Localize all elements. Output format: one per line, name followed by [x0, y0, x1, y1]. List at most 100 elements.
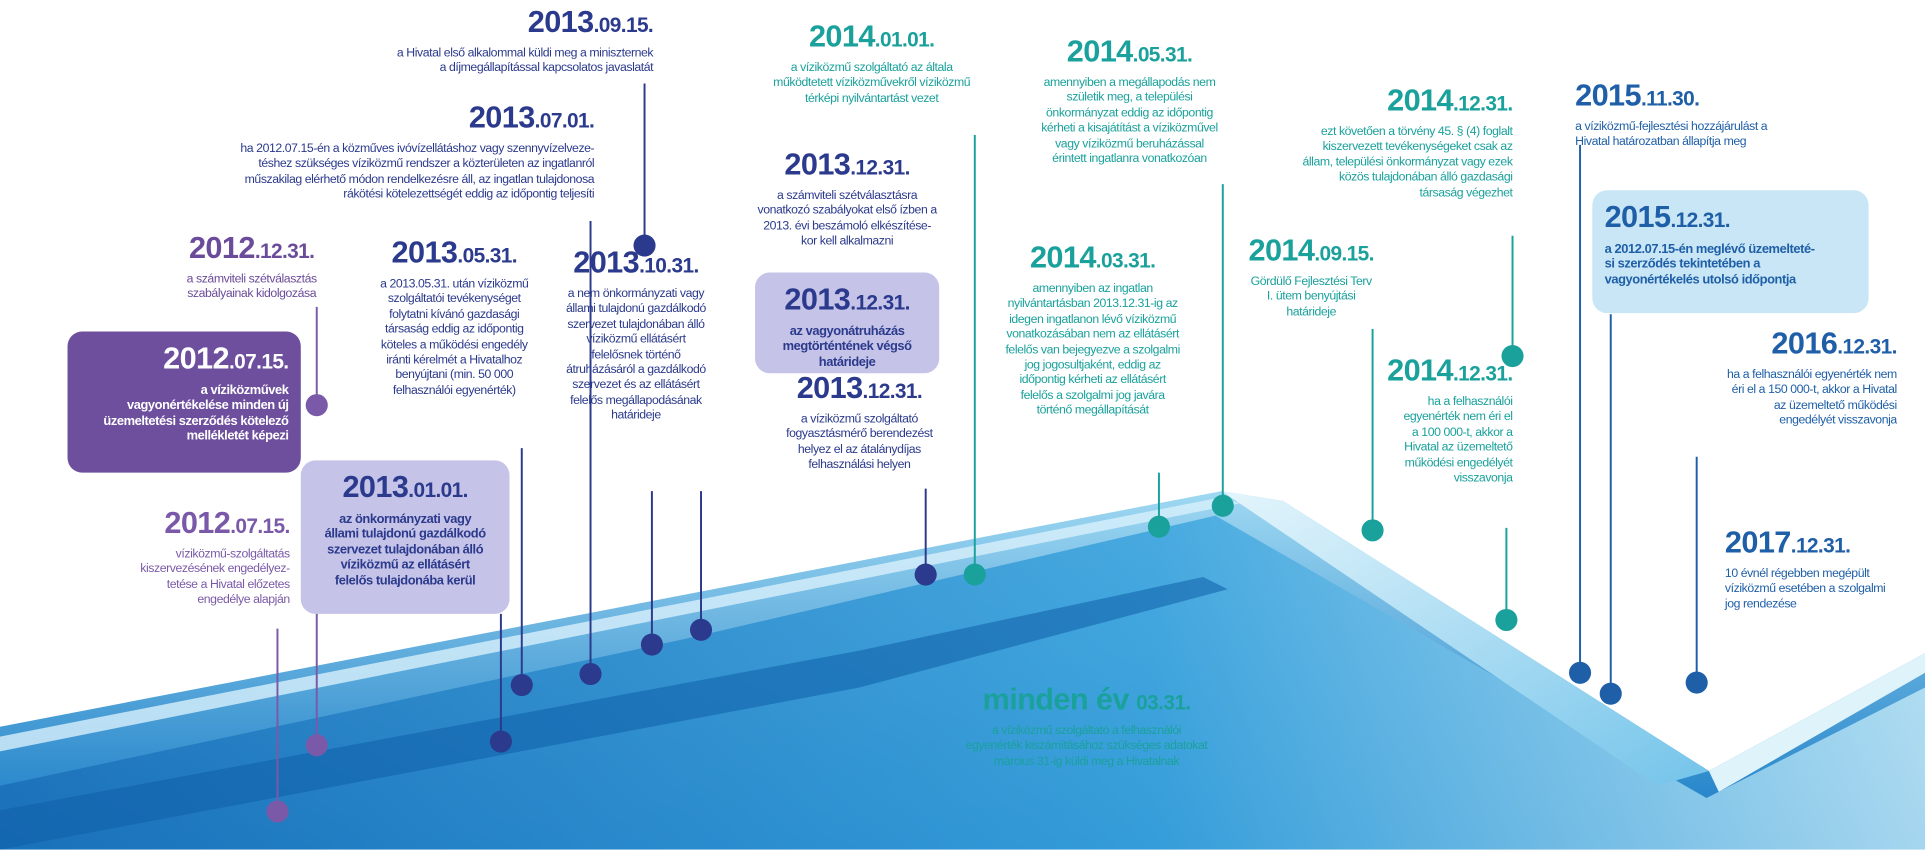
event-text: az önkormányzati vagy — [313, 512, 497, 527]
timeline-dot — [964, 564, 986, 586]
event-text: a víziközmű szolgáltató a felhasználói — [966, 724, 1208, 739]
event-date: 2013.07.01. — [240, 101, 594, 143]
date-day: .07.01. — [535, 109, 595, 132]
event-text: Hivatal határozatban állapítja meg — [1575, 136, 1767, 151]
timeline-dot — [511, 674, 533, 696]
event-text: a víziközmű-fejlesztési hozzájárulást a — [1575, 120, 1767, 135]
event-text: a Hivatal első alkalommal küldi meg a mi… — [397, 47, 653, 62]
date-year: 2012 — [164, 506, 230, 540]
event-text: felelős van bejegyezve a szolgalmi — [1005, 343, 1179, 358]
event-text: kérheti a kisajátítást a víziközművel — [1041, 122, 1218, 137]
timeline-dot — [490, 730, 512, 752]
event-date: 2013.10.31. — [566, 246, 706, 288]
event-text: megtörténtének végső — [767, 339, 927, 354]
event-text: a víziközmű szolgáltató — [786, 413, 932, 428]
date-year: 2014 — [1067, 34, 1133, 68]
event-text: az üzemeltető működési — [1727, 399, 1897, 414]
event-date: 2012.12.31. — [187, 231, 317, 273]
timeline-dot — [1569, 662, 1591, 684]
timeline-dot — [306, 734, 328, 756]
event-text: határideje — [1248, 305, 1373, 320]
event: 2014.01.01.a víziközmű szolgáltató az ál… — [773, 20, 970, 107]
event-text: felelősnek történő — [566, 348, 706, 363]
event-text: a számviteli szétválasztás — [187, 273, 317, 288]
event-text: időpontig kérheti az ellátásért — [1005, 374, 1179, 389]
date-day: .11.30. — [1641, 87, 1699, 110]
date-year: 2013 — [784, 147, 850, 181]
event: 2014.09.15.Gördülő Fejlesztési TervI. üt… — [1248, 233, 1373, 320]
timeline-dot — [1600, 683, 1622, 705]
date-day: .01.01. — [875, 28, 935, 51]
event-text: ezt követően a törvény 45. § (4) foglalt — [1302, 125, 1512, 140]
date-year: 2015 — [1575, 79, 1641, 113]
event-text: március 31-ig küldi meg a Hivatalnak — [966, 755, 1208, 770]
event-date: minden év03.31. — [966, 683, 1208, 725]
event-date: 2017.12.31. — [1725, 525, 1885, 567]
event-text: a nem önkormányzati vagy — [566, 287, 706, 302]
event-date: 2012.07.15. — [80, 341, 289, 383]
event-date: 2013.12.31. — [767, 282, 927, 324]
event-text: születik meg, a települési — [1041, 91, 1218, 106]
event-text: 10 évnél régebben megépült — [1725, 567, 1885, 582]
event-text: ha 2012.07.15-én a közműves ivóvízellátá… — [240, 142, 594, 157]
event-date: 2015.11.30. — [1575, 79, 1767, 121]
timeline-dot — [1686, 672, 1708, 694]
date-day: .09.15. — [1314, 242, 1374, 265]
event-text: benyújtani (min. 50 000 — [380, 369, 528, 384]
timeline-dot — [1212, 495, 1234, 517]
event-text: jog rendezése — [1725, 598, 1885, 613]
event-text: működtetett víziközművekről víziközmű — [773, 77, 970, 92]
event-text: amennyiben az ingatlan — [1005, 282, 1179, 297]
event-text: a számviteli szétválasztásra — [758, 189, 937, 204]
event: 2014.12.31. ezt követően a törvény 45. § … — [1302, 83, 1512, 201]
event-text: éri el a 150 000-t, akkor a Hivatal — [1727, 384, 1897, 399]
date-year: 2013 — [784, 282, 850, 316]
event-text: állam, települési önkormányzat vagy ezek — [1302, 156, 1512, 171]
event-date: 2013.05.31. — [380, 236, 528, 278]
event-text: engedélye alapján — [140, 593, 289, 608]
event-text: a víziközművek — [80, 383, 289, 398]
date-year: 2013 — [528, 5, 594, 39]
date-day: .12.31. — [255, 239, 315, 262]
timeline-dot — [306, 394, 328, 416]
event-text: társaság végezhet — [1302, 186, 1512, 201]
date-year: 2013 — [392, 236, 458, 270]
event-text: üzemeltetési szerződés kötelező — [80, 414, 289, 429]
event-text: ha a felhasználói egyenérték nem — [1727, 368, 1897, 383]
event-box: 2015.12.31.a 2012.07.15-én meglévő üzeme… — [1592, 190, 1868, 313]
date-day: .12.31. — [1837, 335, 1897, 358]
event-text: vagyonértékelés utolsó időpontja — [1605, 272, 1857, 287]
event-text: közös tulajdonában álló gazdasági — [1302, 171, 1512, 186]
timeline-dot — [1148, 516, 1170, 538]
event-text: köteles a működési engedély — [380, 338, 528, 353]
date-year: 2014 — [1387, 83, 1453, 117]
timeline: 2012.12.31.a számviteli szétválasztássza… — [0, 0, 1925, 850]
event-text: egyenérték nem éri el — [1387, 411, 1512, 426]
event-box: 2013.12.31.az vagyonátruházásmegtörténté… — [755, 273, 939, 374]
event-text: iránti kérelmét a Hivatalhoz — [380, 354, 528, 369]
event-text: a díjmegállapítással kapcsolatos javasla… — [397, 62, 653, 77]
event-date: 2013.12.31. — [786, 371, 932, 413]
event-text: kor kell alkalmazni — [758, 235, 937, 250]
date-day: .12.31. — [1453, 92, 1513, 115]
date-day: .12.31. — [863, 379, 923, 402]
date-year: 2014 — [1030, 241, 1096, 275]
date-day: .09.15. — [594, 14, 654, 37]
event-text: folytatni kívánó gazdasági — [380, 308, 528, 323]
event-text: szabályainak kidolgozása — [187, 288, 317, 303]
event-text: felhasználási helyen — [786, 458, 932, 473]
event-text: rákötési kötelezettségét eddig az időpon… — [240, 188, 594, 203]
date-year: minden év — [983, 683, 1129, 717]
event-text: kiszervezett tevékenységeket csak az — [1302, 140, 1512, 155]
event: 2013.05.31.a 2013.05.31. után víziközműs… — [380, 236, 528, 400]
event-text: állami tulajdonú gazdálkodó — [566, 303, 706, 318]
event-text: visszavonja — [1387, 471, 1512, 486]
event-text: Gördülő Fejlesztési Terv — [1248, 275, 1373, 290]
event-date: 2015.12.31. — [1605, 200, 1857, 242]
event-text: fogyasztásmérő berendezést — [786, 428, 932, 443]
